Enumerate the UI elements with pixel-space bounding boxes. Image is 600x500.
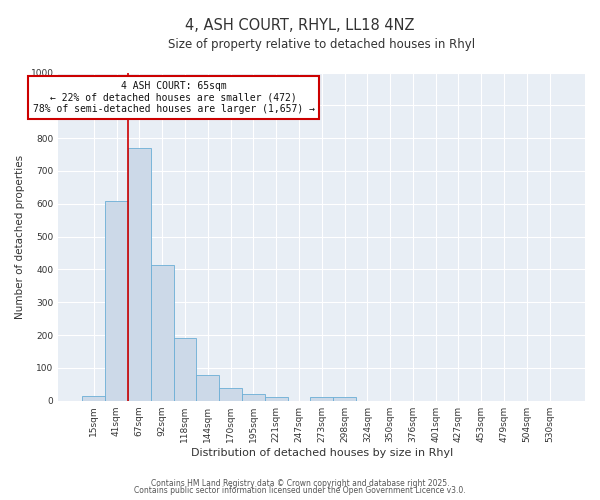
- Bar: [242, 394, 265, 400]
- Bar: [265, 397, 287, 400]
- Text: 4, ASH COURT, RHYL, LL18 4NZ: 4, ASH COURT, RHYL, LL18 4NZ: [185, 18, 415, 32]
- Bar: [219, 388, 242, 400]
- Text: 4 ASH COURT: 65sqm
← 22% of detached houses are smaller (472)
78% of semi-detach: 4 ASH COURT: 65sqm ← 22% of detached hou…: [32, 80, 314, 114]
- Title: Size of property relative to detached houses in Rhyl: Size of property relative to detached ho…: [168, 38, 475, 51]
- Bar: [333, 398, 356, 400]
- Bar: [128, 148, 151, 401]
- Text: Contains HM Land Registry data © Crown copyright and database right 2025.: Contains HM Land Registry data © Crown c…: [151, 478, 449, 488]
- Bar: [196, 375, 219, 400]
- X-axis label: Distribution of detached houses by size in Rhyl: Distribution of detached houses by size …: [191, 448, 453, 458]
- Bar: [82, 396, 105, 400]
- Y-axis label: Number of detached properties: Number of detached properties: [15, 154, 25, 318]
- Text: Contains public sector information licensed under the Open Government Licence v3: Contains public sector information licen…: [134, 486, 466, 495]
- Bar: [105, 202, 128, 400]
- Bar: [310, 397, 333, 400]
- Bar: [173, 338, 196, 400]
- Bar: [151, 265, 173, 400]
